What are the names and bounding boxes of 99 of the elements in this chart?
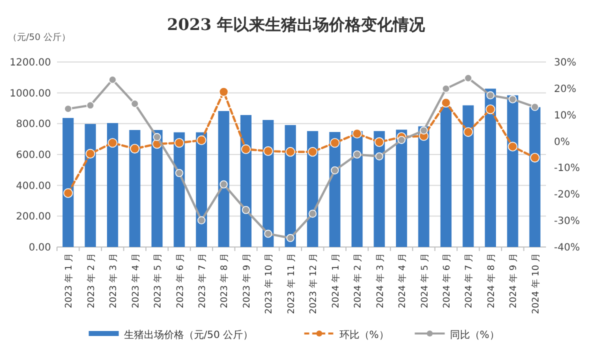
point	[174, 138, 184, 148]
point	[108, 138, 118, 148]
point	[264, 230, 272, 238]
point	[420, 126, 428, 134]
x-tick-label: 2023 年 11 月	[286, 253, 297, 314]
y-tick-label: 0.00	[28, 242, 51, 254]
y2-tick-label: 0%	[554, 136, 570, 148]
point	[374, 137, 384, 147]
point	[197, 216, 206, 224]
x-tick-label: 2023 年 12 月	[308, 253, 320, 314]
y2-tick-label: 20%	[554, 84, 576, 95]
bar	[507, 95, 518, 247]
point	[486, 91, 494, 100]
bar	[418, 126, 430, 247]
x-tick-label: 2024 年 8 月	[486, 253, 497, 308]
y-tick-label: 1200.00	[10, 58, 51, 68]
x-tick-label: 2024 年 1 月	[330, 253, 342, 308]
point	[220, 180, 228, 188]
point	[196, 135, 206, 146]
bar	[84, 124, 96, 247]
y2-tick-label: 10%	[554, 110, 576, 122]
x-tick-label: 2024 年 6 月	[441, 253, 452, 308]
y2-tick-label: -30%	[554, 216, 580, 228]
bar	[396, 130, 408, 247]
point	[330, 138, 340, 148]
point	[463, 127, 474, 137]
legend-label: 同比（%）	[450, 329, 500, 341]
point	[486, 104, 496, 114]
point	[508, 95, 517, 104]
x-tick-label: 2023 年 2 月	[86, 253, 97, 308]
point	[263, 146, 273, 156]
x-tick-label: 2023 年 10 月	[264, 253, 275, 314]
y2-tick-label: -20%	[554, 190, 580, 201]
point	[153, 133, 162, 142]
point	[130, 144, 140, 154]
point	[353, 150, 362, 158]
point	[286, 234, 294, 242]
legend-label: 环比（%）	[339, 329, 389, 341]
point	[63, 188, 73, 198]
chart-title: 2023 年以来生猪出场价格变化情况	[166, 15, 426, 34]
point	[375, 152, 384, 160]
x-tick-label: 2024 年 4 月	[397, 253, 408, 308]
y-tick-label: 600.00	[16, 150, 51, 161]
bar	[107, 123, 118, 247]
point	[86, 148, 96, 159]
point	[530, 102, 539, 111]
bar	[262, 120, 274, 247]
point	[86, 101, 94, 110]
bar	[440, 107, 452, 247]
bar	[218, 111, 230, 247]
y-tick-label: 400.00	[16, 180, 51, 192]
y2-tick-label: -40%	[554, 242, 580, 254]
bar	[62, 118, 74, 247]
bar	[129, 130, 140, 247]
bar	[284, 125, 296, 247]
x-tick-label: 2024 年 2 月	[352, 253, 364, 308]
point	[286, 147, 296, 157]
bar	[462, 105, 474, 247]
point	[508, 142, 518, 152]
y2-tick-label: -10%	[554, 163, 580, 174]
legend-label: 生猪出场价格（元/50 公斤）	[124, 329, 254, 341]
bar	[529, 107, 540, 247]
x-tick-label: 2023 年 3 月	[108, 253, 120, 308]
point	[64, 104, 72, 113]
point	[441, 98, 451, 108]
y-tick-label: 800.00	[16, 119, 51, 130]
bar	[484, 88, 496, 247]
y-tick-label: 1000.00	[10, 88, 51, 100]
point	[398, 136, 406, 144]
x-tick-label: 2023 年 6 月	[174, 253, 186, 308]
y-tick-label: 200.00	[16, 212, 51, 223]
point	[108, 76, 117, 84]
point	[242, 206, 250, 214]
point	[130, 100, 139, 108]
x-tick-label: 2024 年 7 月	[464, 253, 475, 308]
point	[308, 210, 317, 218]
point	[464, 74, 472, 82]
x-tick-label: 2024 年 10 月	[530, 253, 542, 314]
y2-tick-label: 30%	[554, 58, 576, 68]
x-tick-label: 2023 年 9 月	[241, 253, 252, 308]
point	[442, 84, 450, 93]
x-tick-label: 2023 年 7 月	[196, 253, 208, 308]
point	[308, 147, 318, 157]
x-tick-label: 2024 年 5 月	[419, 253, 430, 308]
bar	[151, 130, 163, 247]
y-axis-title: （元/50 公斤）	[8, 32, 70, 43]
x-tick-label: 2024 年 3 月	[374, 253, 386, 308]
point	[330, 166, 339, 174]
x-tick-label: 2023 年 4 月	[130, 253, 142, 308]
point	[241, 144, 251, 154]
bar	[352, 131, 363, 247]
x-tick-label: 2023 年 5 月	[152, 253, 164, 308]
x-tick-label: 2024 年 9 月	[508, 253, 520, 308]
x-tick-label: 2023 年 8 月	[219, 253, 230, 308]
point	[175, 169, 184, 177]
x-tick-label: 2023 年 1 月	[64, 253, 75, 308]
point	[530, 152, 540, 162]
point	[218, 87, 229, 97]
point	[352, 128, 362, 138]
